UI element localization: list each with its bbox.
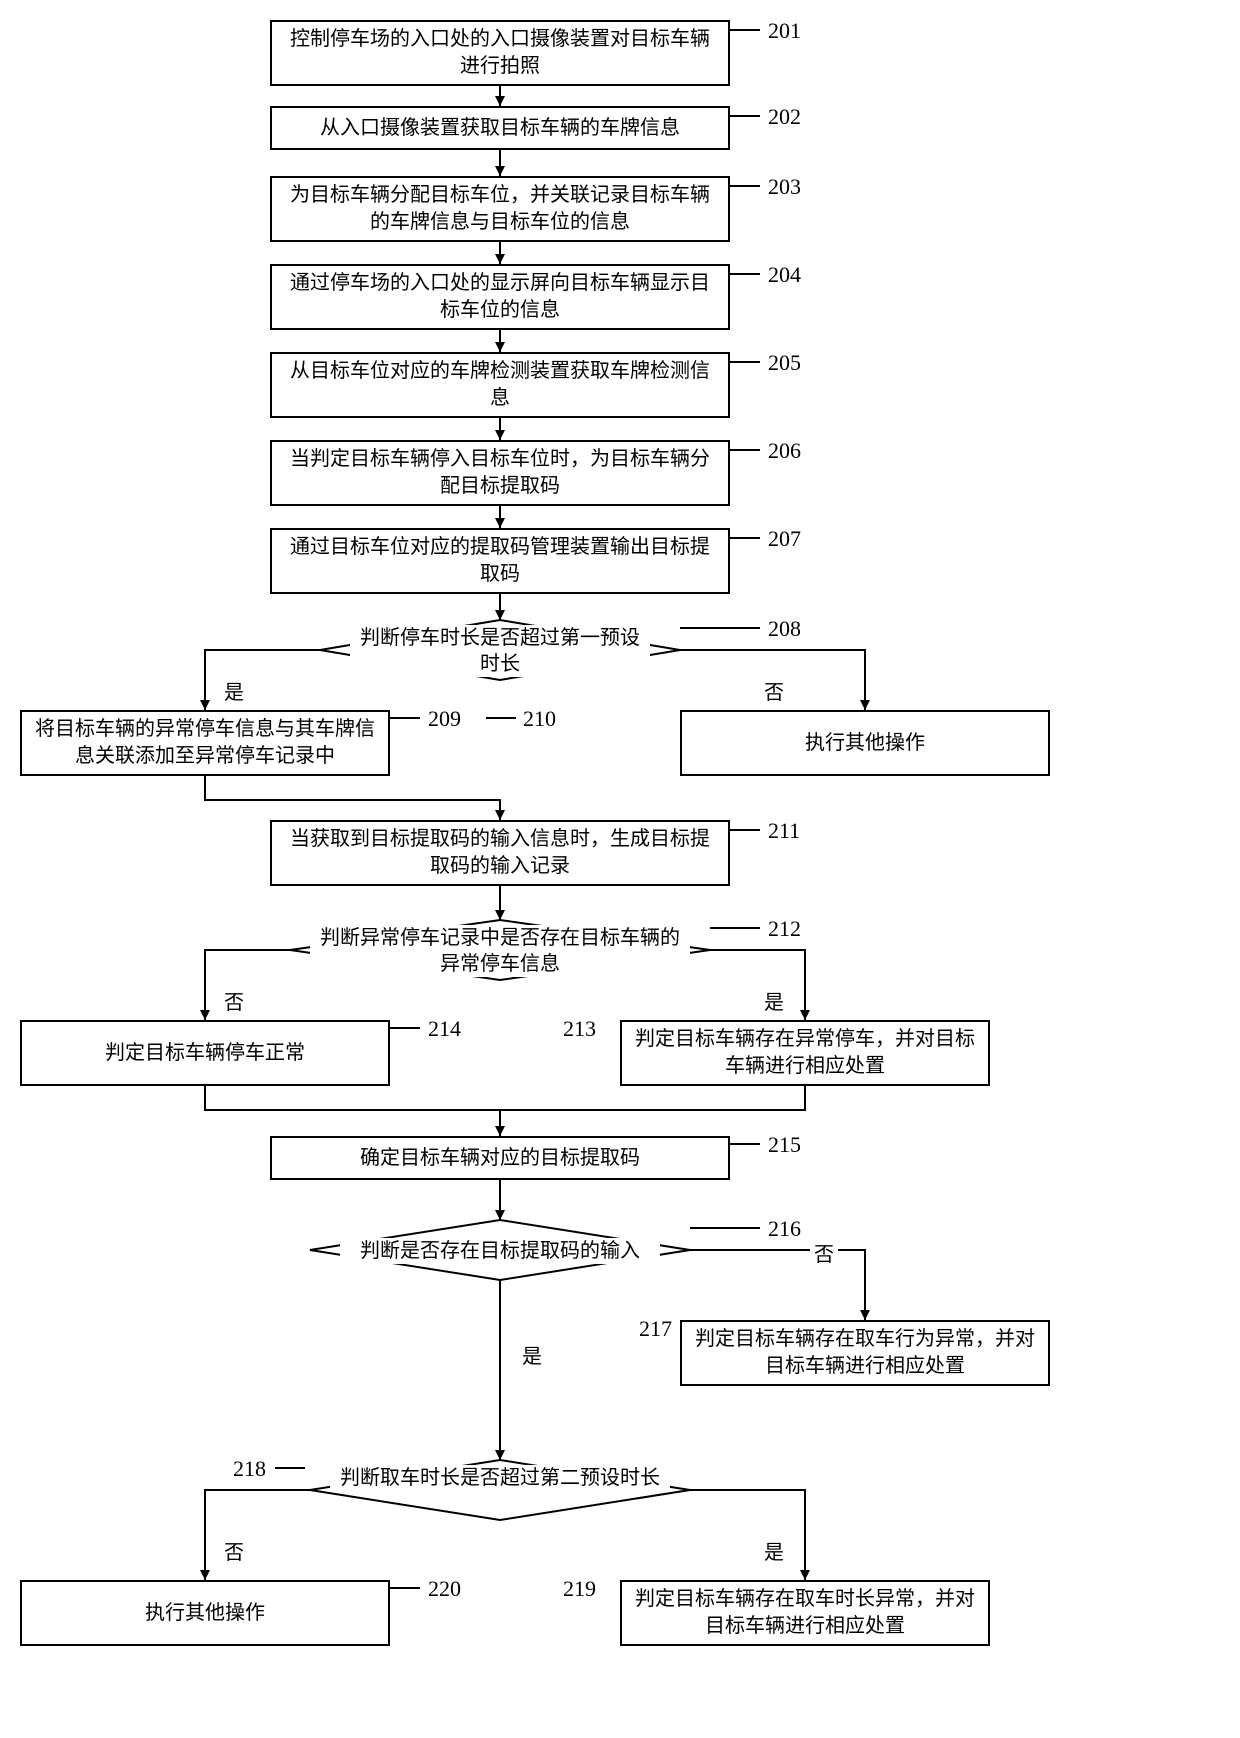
label-207: 207 [765,526,804,552]
step-220: 执行其他操作 [20,1580,390,1646]
step-text: 为目标车辆分配目标车位，并关联记录目标车辆的车牌信息与目标车位的信息 [282,182,718,236]
label-205: 205 [765,350,804,376]
step-214: 判定目标车辆停车正常 [20,1020,390,1086]
label-204: 204 [765,262,804,288]
label-212: 212 [765,916,804,942]
label-216: 216 [765,1216,804,1242]
step-209: 将目标车辆的异常停车信息与其车牌信息关联添加至异常停车记录中 [20,710,390,776]
edge-208-no: 否 [760,676,788,705]
label-209: 209 [425,706,464,732]
edge-218-yes: 是 [760,1536,788,1565]
step-205: 从目标车位对应的车牌检测装置获取车牌检测信息 [270,352,730,418]
decision-208-text: 判断停车时长是否超过第一预设时长 [350,625,650,677]
step-text: 判定目标车辆存在取车时长异常，并对目标车辆进行相应处置 [632,1586,978,1640]
step-204: 通过停车场的入口处的显示屏向目标车辆显示目标车位的信息 [270,264,730,330]
step-203: 为目标车辆分配目标车位，并关联记录目标车辆的车牌信息与目标车位的信息 [270,176,730,242]
decision-216-text: 判断是否存在目标提取码的输入 [340,1238,660,1264]
step-text: 当判定目标车辆停入目标车位时，为目标车辆分配目标提取码 [282,446,718,500]
step-211: 当获取到目标提取码的输入信息时，生成目标提取码的输入记录 [270,820,730,886]
step-217: 判定目标车辆存在取车行为异常，并对目标车辆进行相应处置 [680,1320,1050,1386]
decision-212-text: 判断异常停车记录中是否存在目标车辆的异常停车信息 [310,925,690,977]
step-215: 确定目标车辆对应的目标提取码 [270,1136,730,1180]
label-220: 220 [425,1576,464,1602]
step-text: 判定目标车辆存在取车行为异常，并对目标车辆进行相应处置 [692,1326,1038,1380]
label-201: 201 [765,18,804,44]
label-213: 213 [560,1016,599,1042]
step-207: 通过目标车位对应的提取码管理装置输出目标提取码 [270,528,730,594]
step-text: 执行其他操作 [805,730,925,757]
edge-212-yes: 是 [760,986,788,1015]
label-211: 211 [765,818,803,844]
edge-216-yes: 是 [518,1340,546,1369]
step-text: 控制停车场的入口处的入口摄像装置对目标车辆进行拍照 [282,26,718,80]
edge-216-no: 否 [810,1238,838,1267]
label-214: 214 [425,1016,464,1042]
step-202: 从入口摄像装置获取目标车辆的车牌信息 [270,106,730,150]
step-text: 将目标车辆的异常停车信息与其车牌信息关联添加至异常停车记录中 [32,716,378,770]
step-text: 确定目标车辆对应的目标提取码 [360,1145,640,1172]
label-203: 203 [765,174,804,200]
step-206: 当判定目标车辆停入目标车位时，为目标车辆分配目标提取码 [270,440,730,506]
step-text: 通过目标车位对应的提取码管理装置输出目标提取码 [282,534,718,588]
step-text: 当获取到目标提取码的输入信息时，生成目标提取码的输入记录 [282,826,718,880]
step-text: 判定目标车辆停车正常 [105,1040,305,1067]
edge-208-yes: 是 [220,676,248,705]
step-text: 从入口摄像装置获取目标车辆的车牌信息 [320,115,680,142]
label-210: 210 [520,706,559,732]
step-text: 从目标车位对应的车牌检测装置获取车牌检测信息 [282,358,718,412]
label-215: 215 [765,1132,804,1158]
decision-218-text: 判断取车时长是否超过第二预设时长 [330,1465,670,1491]
label-206: 206 [765,438,804,464]
label-208: 208 [765,616,804,642]
label-217: 217 [636,1316,675,1342]
step-text: 判定目标车辆存在异常停车，并对目标车辆进行相应处置 [632,1026,978,1080]
step-210: 执行其他操作 [680,710,1050,776]
edge-218-no: 否 [220,1536,248,1565]
label-218: 218 [230,1456,269,1482]
edge-212-no: 否 [220,986,248,1015]
label-219: 219 [560,1576,599,1602]
label-202: 202 [765,104,804,130]
step-201: 控制停车场的入口处的入口摄像装置对目标车辆进行拍照 [270,20,730,86]
step-219: 判定目标车辆存在取车时长异常，并对目标车辆进行相应处置 [620,1580,990,1646]
step-213: 判定目标车辆存在异常停车，并对目标车辆进行相应处置 [620,1020,990,1086]
step-text: 通过停车场的入口处的显示屏向目标车辆显示目标车位的信息 [282,270,718,324]
step-text: 执行其他操作 [145,1600,265,1627]
